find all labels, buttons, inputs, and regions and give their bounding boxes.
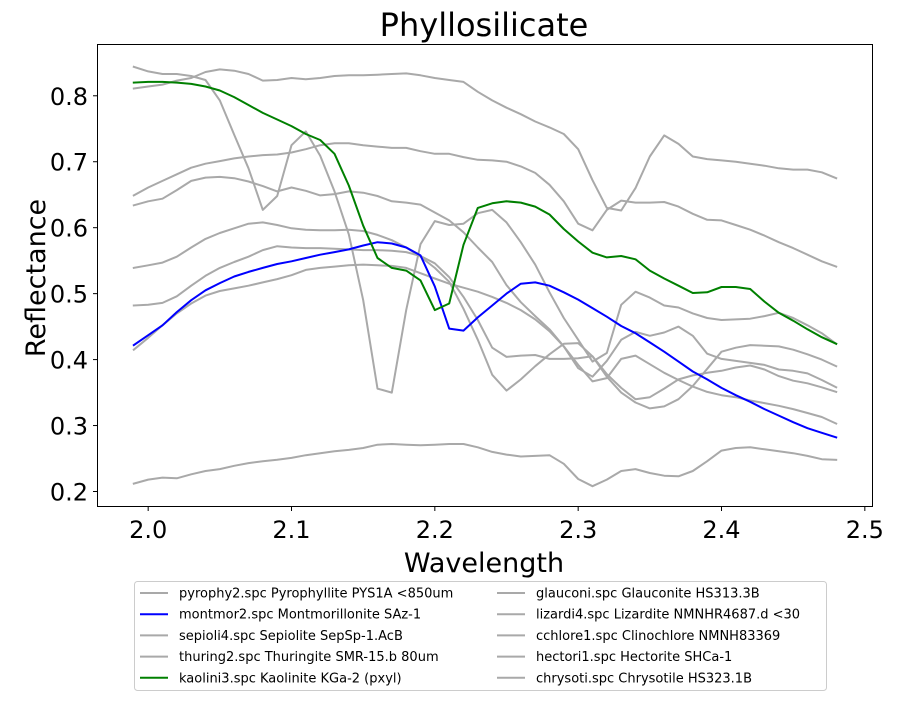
y-tick-label: 0.3 — [50, 413, 88, 441]
x-axis-ticks: 2.0 2.1 2.2 2.3 2.4 2.5 — [129, 506, 884, 544]
legend: pyrophy2.spc Pyrophyllite PYS1A <850um mo… — [134, 581, 827, 691]
legend-label-0: pyrophy2.spc Pyrophyllite PYS1A <850um — [179, 587, 453, 602]
legend-label-8: hectori1.spc Hectorite SHCa-1 — [536, 650, 732, 665]
legend-label-9: chrysoti.spc Chrysotile HS323.1B — [536, 671, 752, 686]
y-tick-label: 0.2 — [50, 478, 88, 506]
legend-label-3: thuring2.spc Thuringite SMR-15.b 80um — [179, 650, 439, 665]
series-line-4 — [132, 80, 838, 346]
legend-label-6: lizardi4.spc Lizardite NMNHR4687.d <30 — [536, 608, 800, 623]
y-tick-label: 0.4 — [50, 347, 88, 375]
plot-frame — [97, 44, 873, 507]
chart-title: Phyllosilicate — [380, 6, 589, 44]
series-line-6 — [132, 68, 838, 212]
plot-lines — [132, 65, 838, 488]
x-axis-label: Wavelength — [404, 548, 564, 579]
legend-label-2: sepioli4.spc Sepiolite SepSp-1.AcB — [179, 629, 403, 644]
series-line-0 — [132, 142, 838, 268]
legend-label-1: montmor2.spc Montmorillonite SAz-1 — [179, 608, 421, 623]
x-tick-label: 2.3 — [559, 516, 597, 544]
y-tick-label: 0.7 — [50, 149, 88, 177]
x-tick-label: 2.1 — [272, 516, 310, 544]
y-tick-label: 0.8 — [50, 83, 88, 111]
series-line-8 — [132, 221, 838, 401]
x-tick-label: 2.0 — [129, 516, 167, 544]
y-tick-label: 0.5 — [50, 281, 88, 309]
x-tick-label: 2.2 — [416, 516, 454, 544]
series-line-9 — [132, 443, 838, 488]
series-line-3 — [132, 263, 838, 425]
series-line-1 — [132, 241, 838, 439]
y-tick-label: 0.6 — [50, 215, 88, 243]
series-line-2 — [132, 65, 838, 394]
series-line-7 — [132, 175, 838, 389]
series-line-5 — [132, 245, 838, 410]
y-axis-label: Reflectance — [21, 199, 52, 357]
legend-label-5: glauconi.spc Glauconite HS313.3B — [536, 587, 760, 602]
legend-frame — [134, 581, 827, 691]
x-tick-label: 2.5 — [846, 516, 884, 544]
x-tick-label: 2.4 — [702, 516, 740, 544]
y-axis-ticks: 0.2 0.3 0.4 0.5 0.6 0.7 0.8 — [50, 83, 98, 506]
legend-label-7: cchlore1.spc Clinochlore NMNH83369 — [536, 629, 780, 644]
legend-label-4: kaolini3.spc Kaolinite KGa-2 (pxyl) — [179, 671, 402, 686]
